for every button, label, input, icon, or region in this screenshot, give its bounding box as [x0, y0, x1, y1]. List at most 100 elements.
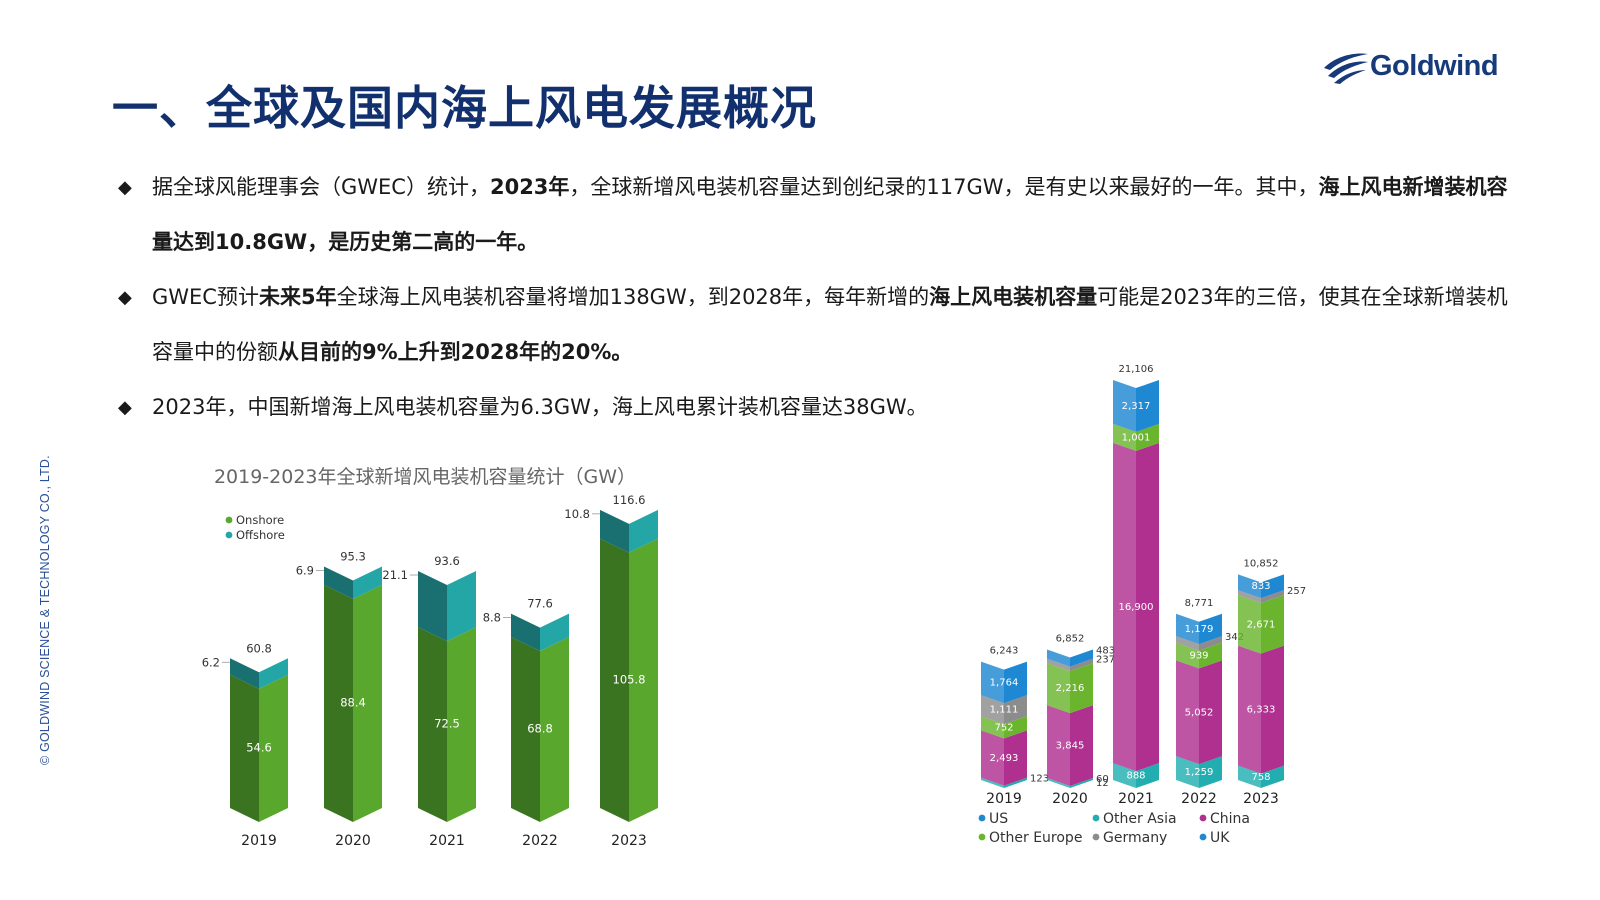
x-tick-label: 2019	[986, 791, 1022, 807]
onshore-bar-front	[447, 627, 476, 822]
segment-front	[1004, 661, 1027, 704]
segment-value-label: 1,259	[1185, 767, 1214, 778]
segment-value-label: 752	[994, 722, 1013, 733]
segment-value-label: 1,179	[1185, 624, 1214, 635]
segment-side	[1113, 380, 1136, 432]
onshore-bar-side	[600, 538, 629, 822]
total-value-label: 116.6	[613, 493, 646, 507]
segment-side	[1047, 705, 1070, 786]
offshore-bar-front	[353, 566, 382, 599]
legend-label: UK	[1210, 830, 1230, 846]
segment-front	[1004, 695, 1027, 725]
legend-dot	[978, 833, 986, 841]
segment-front	[1070, 778, 1093, 788]
segment-front	[1070, 658, 1093, 672]
x-tick-label: 2021	[429, 833, 465, 849]
segment-front	[1199, 642, 1222, 669]
segment-front	[1136, 442, 1159, 772]
goldwind-logo: Goldwind	[1322, 48, 1522, 88]
segment-front	[1004, 716, 1027, 739]
diamond-bullet-icon: ◆	[118, 397, 132, 418]
segment-value-label: 939	[1189, 650, 1208, 661]
segment-value-label: 16,900	[1119, 602, 1154, 613]
total-value-label: 6,243	[990, 646, 1019, 657]
segment-side	[1047, 663, 1070, 714]
legend-offshore-dot	[225, 531, 233, 539]
offshore-bar-front	[259, 658, 288, 689]
x-tick-label: 2022	[522, 833, 558, 849]
offshore-value-label: 8.8	[483, 611, 501, 625]
legend-dot	[1199, 814, 1207, 822]
segment-value-label: 60	[1096, 774, 1109, 785]
onshore-value-label: 105.8	[613, 672, 646, 686]
segment-value-label: 2,317	[1122, 401, 1151, 412]
segment-front	[1070, 649, 1093, 667]
segment-front	[1261, 645, 1284, 774]
segment-front	[1136, 763, 1159, 788]
legend-label: Other Europe	[989, 830, 1082, 846]
x-tick-label: 2020	[335, 833, 371, 849]
total-value-label: 60.8	[246, 641, 272, 655]
segment-side	[981, 695, 1004, 725]
segment-side	[1238, 645, 1261, 774]
bullet-2-part: 全球海上风电装机容量将增加138GW，到2028年，每年新增的	[336, 285, 930, 309]
bullet-3-part: 2023年，中国新增海上风电装机容量为6.3GW，海上风电累计装机容量达38GW…	[152, 395, 928, 419]
legend-dot	[1092, 814, 1100, 822]
offshore-bar-front	[540, 613, 569, 651]
legend-label: Germany	[1103, 830, 1167, 846]
segment-front	[1261, 594, 1284, 654]
bullet-1-part: 据全球风能理事会（GWEC）统计，	[152, 175, 490, 199]
offshore-bar-side	[600, 509, 629, 553]
segment-value-label: 1,111	[990, 705, 1019, 716]
chart-1-title: 2019-2023年全球新增风电装机容量统计（GW）	[213, 466, 637, 488]
onshore-bar-side	[418, 627, 447, 822]
segment-value-label: 2,493	[990, 753, 1019, 764]
onshore-bar-side	[324, 584, 353, 822]
segment-value-label: 5,052	[1185, 707, 1214, 718]
segment-side	[1176, 660, 1199, 765]
bullet-2-part-bold: 从目前的9%上升到2028年的20%。	[278, 340, 633, 364]
bullet-2-part-bold: 海上风电装机容量	[929, 285, 1098, 309]
legend-dot	[978, 814, 986, 822]
offshore-bar-side	[230, 658, 259, 689]
total-value-label: 8,771	[1185, 598, 1214, 609]
segment-side	[981, 777, 1004, 788]
offshore-bar-side	[324, 566, 353, 599]
segment-front	[1261, 590, 1284, 603]
onshore-bar-front	[540, 636, 569, 822]
total-value-label: 6,852	[1056, 633, 1085, 644]
page-title: 一、全球及国内海上风电发展概况	[112, 81, 817, 135]
onshore-bar-front	[353, 584, 382, 822]
segment-front	[1261, 765, 1284, 788]
total-value-label: 95.3	[340, 550, 366, 564]
offshore-value-label: 6.9	[296, 564, 314, 578]
legend-offshore-label: Offshore	[236, 528, 285, 542]
segment-value-label: 237	[1096, 655, 1115, 666]
x-tick-label: 2020	[1052, 791, 1088, 807]
goldwind-logo-icon	[1324, 53, 1368, 84]
offshore-bar-side	[418, 571, 447, 642]
logo-wordmark: Goldwind	[1370, 50, 1499, 82]
segment-side	[981, 661, 1004, 704]
segment-side	[1047, 658, 1070, 672]
legend-dot	[1092, 833, 1100, 841]
segment-value-label: 483	[1096, 645, 1115, 656]
x-tick-label: 2021	[1118, 791, 1154, 807]
offshore-value-label: 21.1	[382, 568, 408, 582]
legend-onshore-dot	[225, 516, 233, 524]
x-tick-label: 2019	[241, 833, 277, 849]
onshore-value-label: 54.6	[246, 740, 272, 754]
total-value-label: 21,106	[1119, 364, 1154, 375]
bullet-1-text: 据全球风能理事会（GWEC）统计，2023年，全球新增风电装机容量达到创纪录的1…	[152, 160, 1522, 270]
segment-front	[1199, 636, 1222, 651]
segment-value-label: 1,764	[990, 677, 1019, 688]
bullet-1-part: ，全球新增风电装机容量达到创纪录的117GW，是有史以来最好的一年。其中，	[569, 175, 1319, 199]
segment-value-label: 2,216	[1056, 683, 1085, 694]
segment-side	[1176, 642, 1199, 669]
segment-side	[1113, 442, 1136, 772]
onshore-bar-front	[629, 538, 658, 822]
segment-side	[1238, 594, 1261, 654]
diamond-bullet-icon: ◆	[118, 177, 132, 198]
segment-side	[1176, 613, 1199, 645]
